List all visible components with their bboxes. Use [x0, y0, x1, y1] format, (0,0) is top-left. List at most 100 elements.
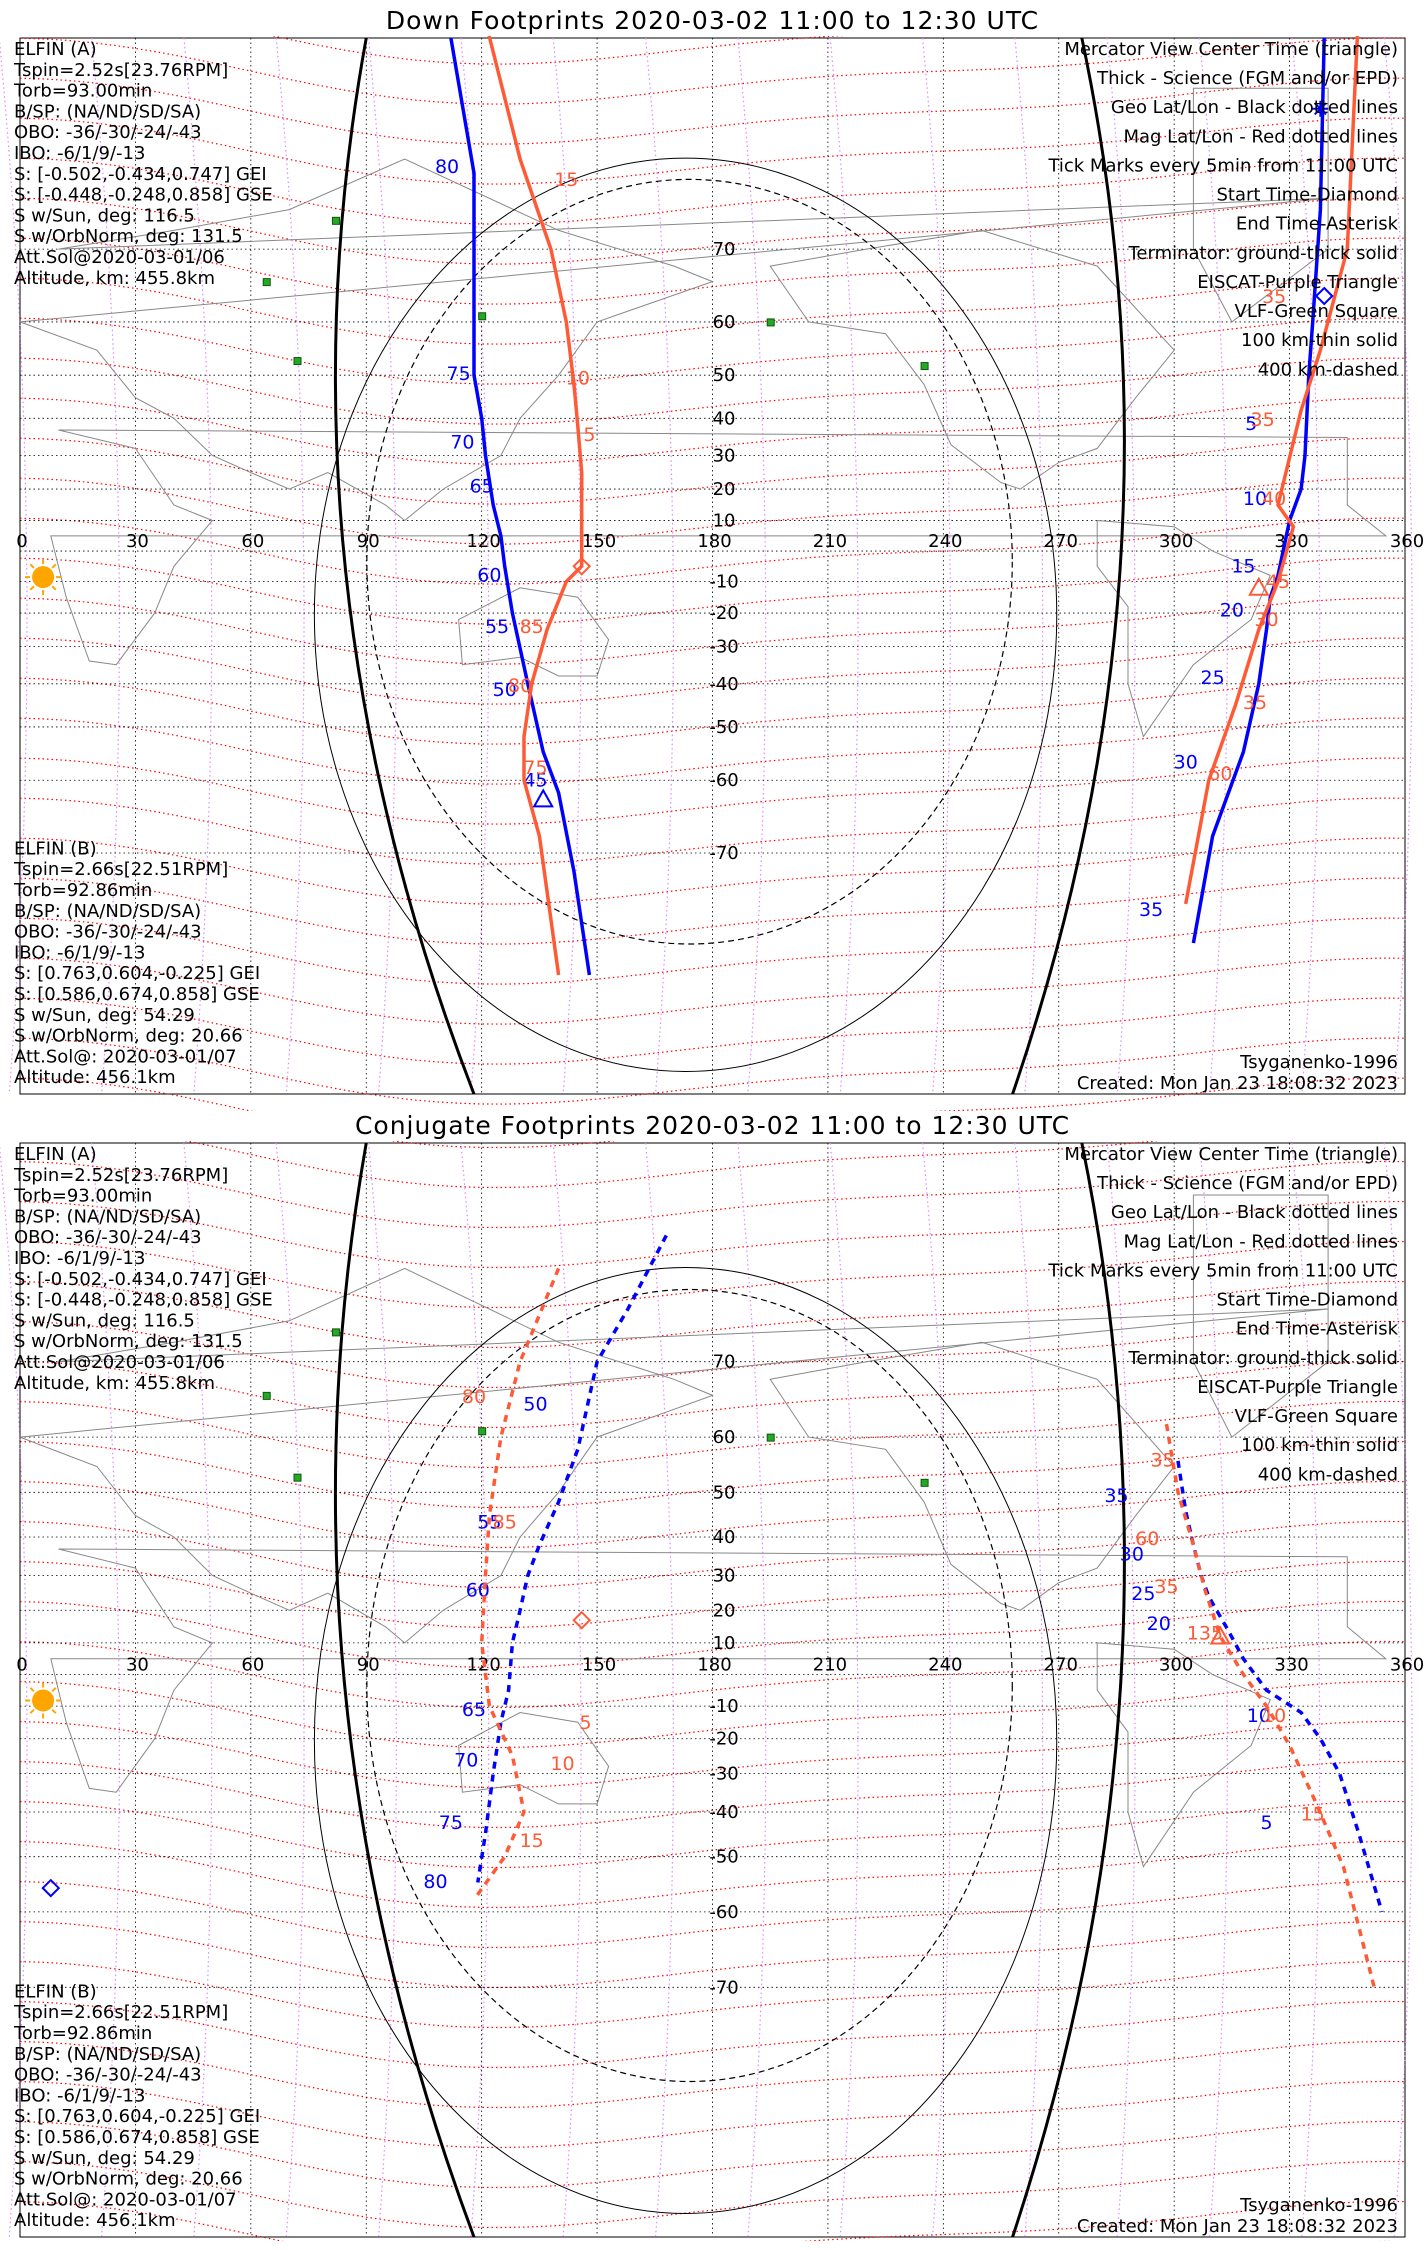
terminator — [333, 1142, 1126, 2238]
legend-entry: Terminator: ground-thick solid — [1127, 243, 1398, 264]
elfin-b-info-line: S w/OrbNorm, deg: 20.66 — [14, 2169, 243, 2190]
elfin-b-info-line: S: [0.763,0.604,-0.225] GEI — [14, 2106, 260, 2127]
time-tick-label: 45 — [1266, 571, 1290, 593]
track-line — [449, 37, 592, 976]
panel-title: Down Footprints 2020-03-02 11:00 to 12:3… — [385, 6, 1040, 35]
time-tick-label: 20 — [1220, 599, 1244, 621]
coastline — [458, 1711, 610, 1805]
vlf-green-square — [293, 1473, 302, 1482]
legend-entry: Tick Marks every 5min from 11:00 UTC — [1047, 1260, 1398, 1281]
y-tick-label: 40 — [713, 1527, 736, 1548]
sun-ray — [51, 585, 57, 591]
y-tick-label: -50 — [709, 717, 738, 738]
legend-entry: Thick - Science (FGM and/or EPD) — [1096, 1173, 1398, 1194]
elfin-b-info-line: Altitude: 456.1km — [14, 1067, 176, 1088]
mag-lat-line — [19, 477, 1406, 545]
time-tick-label: 75 — [523, 757, 547, 779]
vlf-green-square — [766, 318, 775, 327]
mag-lat-line — [19, 557, 1406, 625]
x-tick-label: 210 — [813, 1655, 847, 1676]
coastline — [769, 1341, 1175, 1611]
mag-lat-line — [19, 1720, 1406, 1789]
mag-lat-line — [19, 2000, 1406, 2069]
elfin-a-header: ELFIN (A) — [14, 39, 97, 60]
x-tick-label: 60 — [241, 1655, 264, 1676]
y-tick-label: -60 — [709, 770, 738, 791]
elfin-a-info-line: Tspin=2.52s[23.76RPM] — [13, 60, 228, 81]
time-tick-label: 5 — [579, 1712, 591, 1734]
x-tick-label: 150 — [582, 531, 616, 552]
elfin-a-info-line: B/SP: (NA/ND/SD/SA) — [14, 1206, 201, 1227]
sun-icon — [25, 1682, 62, 1719]
time-tick-label: 10 — [1262, 1705, 1286, 1727]
y-tick-label: 30 — [713, 445, 736, 466]
y-tick-label: 60 — [713, 1427, 736, 1448]
time-tick-label: 10 — [550, 1753, 574, 1775]
time-tick-label: 65 — [462, 1699, 486, 1721]
legend-entry: Mag Lat/Lon - Red dotted lines — [1123, 1231, 1398, 1252]
track-line — [1164, 1423, 1376, 1988]
legend-entry: Thick - Science (FGM and/or EPD) — [1096, 68, 1398, 89]
time-tick-label: 45 — [523, 769, 547, 791]
elfin-b-info-line: IBO: -6/1/9/-13 — [14, 942, 145, 963]
vlf-green-square — [478, 1427, 487, 1436]
terminator-line — [333, 37, 476, 1095]
geo-grid — [19, 38, 1406, 1094]
legend-entry: EISCAT-Purple Triangle — [1197, 1377, 1398, 1398]
geo-grid — [19, 1143, 1406, 2237]
time-tick-label: 20 — [1147, 1613, 1171, 1635]
time-tick-label: 80 — [435, 156, 459, 178]
ellipse-400km — [366, 1288, 1013, 2083]
mag-lat-line — [19, 1960, 1406, 2029]
elfin-a-info-line: S: [-0.502,-0.434,0.747] GEI — [14, 164, 267, 185]
time-tick-label: 70 — [450, 431, 474, 453]
y-tick-label: 70 — [713, 1352, 736, 1373]
time-tick-label: 10 — [1247, 1705, 1271, 1727]
legend-entry: Mercator View Center Time (triangle) — [1064, 1144, 1398, 1165]
time-tick-label: 5 — [1245, 413, 1257, 435]
y-tick-label: -60 — [709, 1902, 738, 1923]
sun-ray — [51, 1708, 57, 1714]
sun-ray — [29, 1687, 35, 1693]
elfin-a-info-line: Att.Sol@2020-03-01/06 — [14, 247, 225, 268]
mag-lat-line — [19, 1920, 1406, 1989]
elfin-a-header: ELFIN (A) — [14, 1144, 97, 1165]
conjugate-footprints-map: 0 30 60 90 120 150 180 210 240 270 300 330 360-70-60… — [0, 1141, 1424, 2241]
mag-lat-line — [19, 1680, 1406, 1749]
mag-lat-line — [19, 117, 1406, 185]
mag-lat-line — [19, 1280, 1406, 1349]
x-tick-label: 360 — [1390, 531, 1424, 552]
time-tick-label: 30 — [1120, 1544, 1144, 1566]
x-tick-label: 90 — [357, 1655, 380, 1676]
y-tick-label: 50 — [713, 1482, 736, 1503]
x-tick-label: 300 — [1159, 531, 1193, 552]
sun-icon — [25, 559, 62, 596]
mag-lat-line — [19, 1880, 1406, 1949]
center-triangle — [1248, 576, 1270, 596]
y-tick-label: 50 — [713, 365, 736, 386]
elfin-b-info-line: S w/Sun, deg: 54.29 — [14, 2148, 195, 2169]
legend-entry: EISCAT-Purple Triangle — [1197, 272, 1398, 293]
mag-lat-line — [19, 1360, 1406, 1429]
elfin-a-info-line: S w/OrbNorm, deg: 131.5 — [14, 1331, 243, 1352]
elfin-a-info-line: Torb=93.00min — [13, 81, 152, 102]
vlf-green-square — [262, 1391, 271, 1400]
y-tick-label: -10 — [709, 1696, 738, 1717]
legend-entry: Geo Lat/Lon - Black dotted lines — [1111, 97, 1398, 118]
elfin-a-info-line: Torb=93.00min — [13, 1186, 152, 1207]
created-timestamp: Created: Mon Jan 23 18:08:32 2023 — [1077, 2216, 1398, 2237]
y-tick-label: 60 — [713, 312, 736, 333]
elfin-b-info-line: S: [0.586,0.674,0.858] GSE — [14, 984, 260, 1005]
start-diamond — [572, 1610, 592, 1630]
legend-entry: Start Time-Diamond — [1216, 185, 1398, 206]
x-tick-label: 300 — [1159, 1655, 1193, 1676]
coastline — [50, 429, 1388, 666]
coastline — [769, 229, 1175, 490]
time-tick-label: 35 — [1243, 692, 1267, 714]
time-tick-label: 75 — [446, 363, 470, 385]
elfin-a-info-line: S w/Sun, deg: 116.5 — [14, 1310, 195, 1331]
time-tick-label: 50 — [523, 1393, 547, 1415]
y-tick-label: 10 — [713, 1633, 736, 1654]
elfin-b-info-line: Torb=92.86min — [13, 2023, 152, 2044]
